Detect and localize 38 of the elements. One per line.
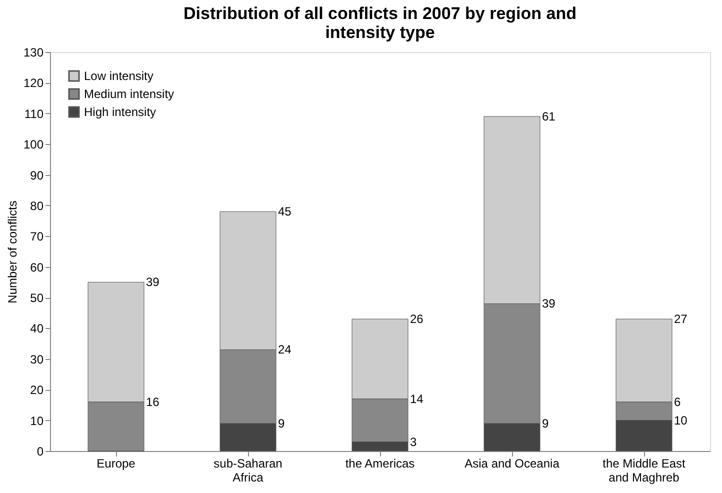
y-tick-label: 90 — [30, 168, 44, 182]
y-tick-label: 80 — [30, 198, 44, 213]
data-label: 3 — [410, 434, 417, 449]
y-tick-label: 130 — [23, 46, 44, 60]
data-label: 39 — [542, 296, 556, 311]
x-tick-label: the Middle East and Maghreb — [602, 456, 686, 484]
y-tick-label: 120 — [23, 76, 44, 90]
y-tick-label: 40 — [30, 322, 44, 336]
x-tick-label: Asia and Oceania — [464, 456, 560, 470]
chart-title: Distribution of all conflicts in 2007 by region and intensity type — [184, 4, 576, 42]
data-label: 9 — [278, 416, 285, 430]
data-label: 6 — [674, 394, 681, 409]
x-tick-label: sub-Saharan Africa — [214, 456, 282, 484]
data-label: 26 — [410, 312, 424, 326]
data-label: 24 — [278, 342, 292, 357]
y-tick-label: 100 — [23, 138, 44, 152]
y-tick-label: 0 — [36, 444, 44, 458]
data-label: 14 — [410, 392, 424, 406]
data-label: 45 — [278, 204, 292, 219]
legend-label: Low intensity — [84, 69, 154, 83]
y-tick-label: 50 — [30, 291, 44, 306]
data-label: 61 — [542, 109, 556, 124]
y-tick-label: 10 — [30, 414, 44, 428]
x-tick-label: the Americas — [345, 456, 415, 470]
y-tick-label: 30 — [30, 352, 44, 366]
data-label: 27 — [674, 312, 688, 326]
data-label: 10 — [674, 413, 688, 428]
y-tick-label: 70 — [30, 230, 44, 244]
y-tick-label: 20 — [30, 383, 44, 398]
data-label: 9 — [542, 416, 549, 430]
legend-label: High intensity — [84, 105, 156, 119]
x-tick-label: Europe — [96, 456, 136, 470]
data-label: 39 — [146, 275, 160, 290]
y-tick-label: 110 — [24, 106, 44, 121]
y-axis-title: Number of conflicts — [5, 200, 20, 304]
y-tick-label: 60 — [30, 260, 44, 274]
data-label: 16 — [146, 394, 160, 409]
legend-label: Medium intensity — [84, 87, 174, 101]
